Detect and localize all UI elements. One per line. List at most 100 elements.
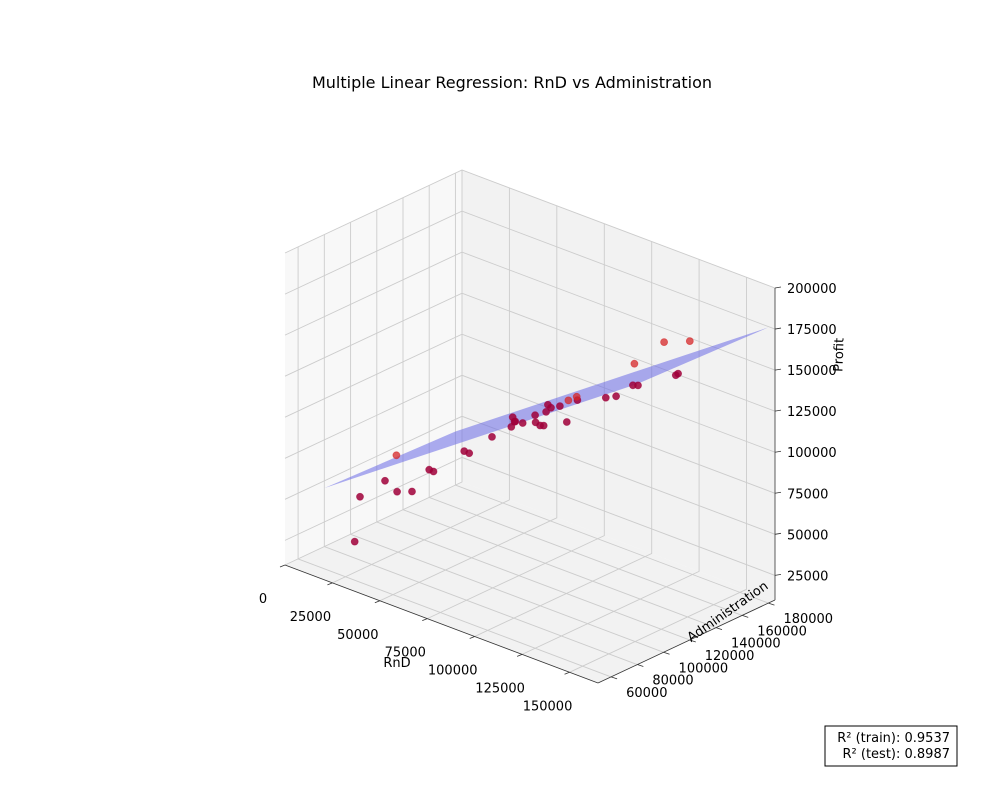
data-point <box>531 418 540 427</box>
data-point <box>425 465 434 474</box>
x-tick-label: 25000 <box>290 610 331 625</box>
data-point <box>356 492 364 501</box>
data-point <box>393 487 402 496</box>
z-tick-label: 25000 <box>787 569 828 584</box>
grid-line-z <box>284 456 776 576</box>
grid-line-y <box>376 210 690 641</box>
data-point <box>511 417 520 426</box>
grid-line-y <box>454 173 769 604</box>
data-point <box>660 338 668 347</box>
y-tick-label: 60000 <box>626 686 667 701</box>
x-tick-mark <box>469 636 475 639</box>
x-tick-mark <box>564 671 570 675</box>
z-tick-mark <box>774 409 782 412</box>
data-points <box>350 337 694 546</box>
data-point <box>350 537 359 546</box>
grid-line-x <box>427 223 605 620</box>
data-point <box>612 392 620 401</box>
r2-test-label: R² (test): 0.8987 <box>843 747 951 762</box>
x-tick-label: 100000 <box>428 664 478 679</box>
r2-train-label: R² (train): 0.9537 <box>837 731 950 746</box>
grid-line-z <box>284 374 776 494</box>
data-point <box>564 396 573 405</box>
data-point <box>531 411 539 420</box>
axis-edges <box>284 288 776 684</box>
y-tick-mark <box>768 602 775 606</box>
y-tick-label: 140000 <box>731 637 781 652</box>
data-point <box>518 419 527 427</box>
y-tick-mark <box>742 614 749 618</box>
x-axis-label: RnD <box>383 656 410 671</box>
data-point <box>465 449 474 458</box>
x-tick-label: 150000 <box>523 699 573 714</box>
grid-lines <box>284 169 776 678</box>
z-tick-label: 100000 <box>787 446 837 461</box>
grid-line-y <box>350 222 664 653</box>
x-tick-mark <box>374 600 380 604</box>
data-point <box>674 369 682 378</box>
grid-line-x <box>521 259 700 655</box>
grid-line-y <box>297 246 612 678</box>
data-point <box>488 432 496 441</box>
grid-line-z <box>284 251 776 371</box>
grid-line-x <box>284 170 463 566</box>
x-tick-mark <box>327 582 333 586</box>
z-tick-mark <box>774 450 782 453</box>
floor-pane <box>285 482 775 683</box>
left-wall-pane <box>285 170 462 565</box>
data-point <box>392 451 401 460</box>
x-tick-mark <box>422 618 428 622</box>
z-tick-label: 75000 <box>787 487 828 502</box>
data-point <box>547 403 555 412</box>
z-tick-label: 175000 <box>787 323 837 338</box>
grid-line-z <box>284 169 776 289</box>
grid-line-x <box>332 187 510 584</box>
y-tick-label: 80000 <box>652 674 693 689</box>
grid-line-y <box>402 197 717 629</box>
y-tick-label: 100000 <box>679 661 729 676</box>
y-tick-label: 160000 <box>757 624 807 639</box>
y-tick-label: 180000 <box>783 612 833 627</box>
data-point <box>601 393 610 402</box>
z-tick-mark <box>774 327 782 330</box>
z-tick-mark <box>774 491 782 494</box>
x-tick-label: 125000 <box>475 681 525 696</box>
z-tick-label: 150000 <box>787 364 837 379</box>
data-point <box>408 487 416 496</box>
x-tick-label: 50000 <box>337 628 378 643</box>
z-tick-mark <box>774 286 782 289</box>
data-point <box>634 381 642 390</box>
z-tick-label: 200000 <box>787 282 837 297</box>
y-tick-mark <box>610 676 618 680</box>
grid-line-z <box>284 292 776 412</box>
r2-box-border <box>824 725 958 767</box>
data-point <box>630 359 639 368</box>
z-tick-label: 50000 <box>787 528 828 543</box>
x-tick-label: 75000 <box>385 646 426 661</box>
grid-line-y <box>323 234 638 666</box>
y-tick-mark <box>689 639 696 643</box>
chart-title: Multiple Linear Regression: RnD vs Admin… <box>312 73 712 92</box>
y-tick-mark <box>715 627 723 631</box>
grid-line-x <box>379 205 558 602</box>
x-axis-line <box>284 564 599 684</box>
r2-box: R² (train): 0.9537 R² (test): 0.8987 <box>824 725 958 767</box>
y-axis-line <box>597 599 776 684</box>
x-tick-mark <box>279 564 286 568</box>
y-tick-mark <box>663 651 670 655</box>
z-axis-label: Profit <box>831 338 847 372</box>
z-tick-mark <box>774 532 782 535</box>
z-tick-label: 125000 <box>787 405 837 420</box>
data-point <box>562 418 571 426</box>
grid-line-x <box>569 277 747 673</box>
data-point <box>685 337 694 346</box>
data-point <box>572 392 581 401</box>
data-point <box>556 402 564 411</box>
grid-line-x <box>474 241 653 637</box>
z-tick-mark <box>774 573 782 576</box>
y-tick-mark <box>637 664 644 667</box>
grid-line-z <box>284 210 776 330</box>
grid-line-y <box>428 185 743 616</box>
data-point <box>542 407 550 416</box>
